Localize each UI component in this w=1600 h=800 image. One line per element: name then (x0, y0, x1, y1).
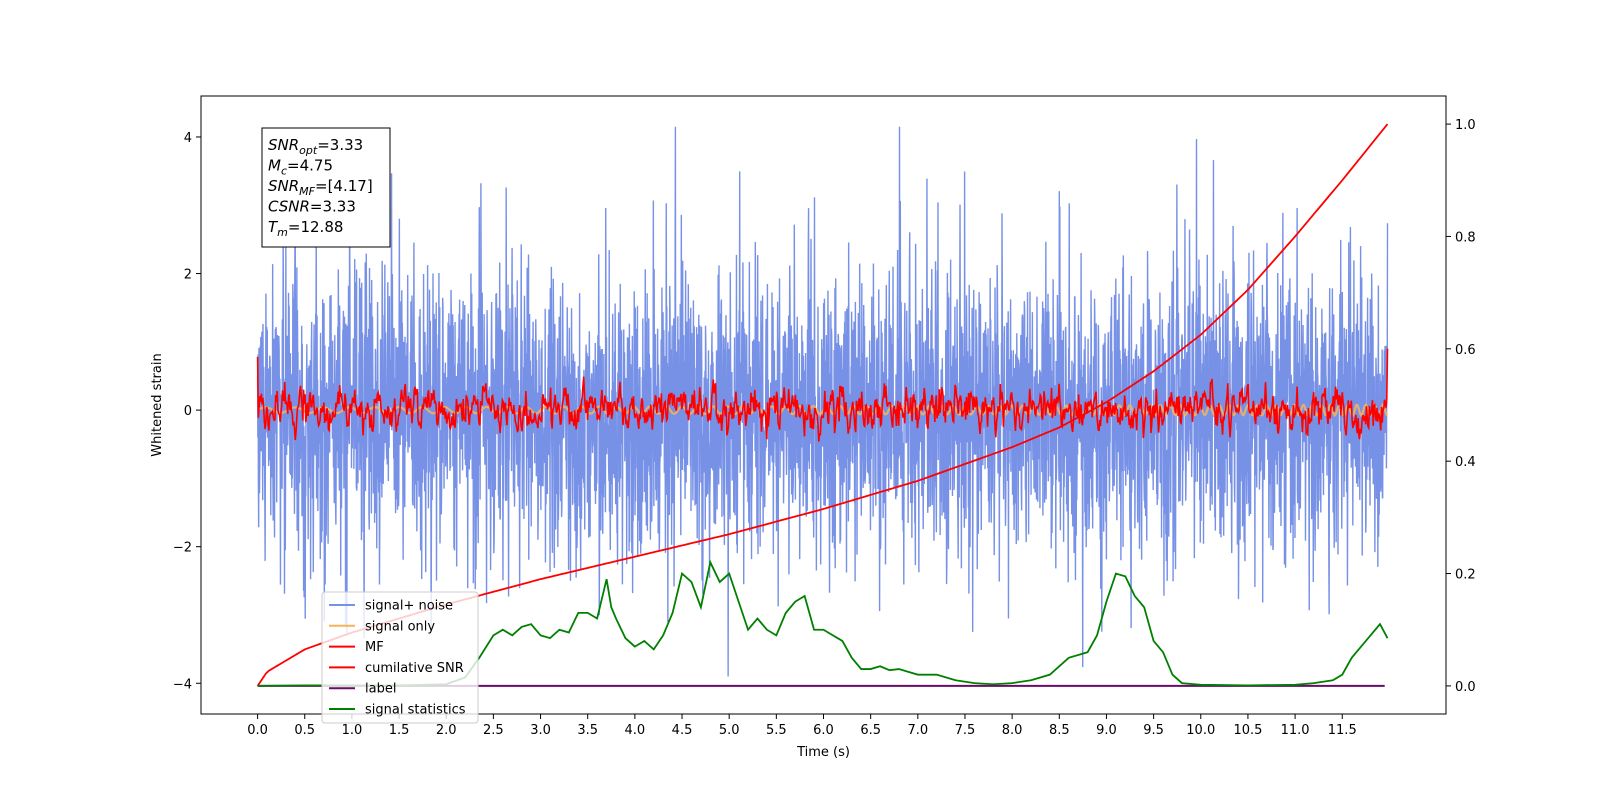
x-tick-label: 9.0 (1096, 723, 1117, 738)
legend: signal+ noise signal only MF cumilative SNR… (321, 591, 479, 724)
series-signal-statistics (257, 559, 1389, 687)
legend-entry-label: cumilative SNR (365, 661, 464, 676)
x-axis-label: Time (s) (796, 745, 850, 760)
x-tick-label: 10.0 (1186, 723, 1215, 738)
y-tick-label-left: 2 (184, 268, 192, 283)
legend-entry-label: MF (365, 640, 384, 655)
info-box-line: Tm=12.88 (268, 218, 343, 239)
x-tick-label: 1.5 (389, 723, 410, 738)
legend-entry-label: signal statistics (365, 703, 466, 718)
y-tick-label-left: 4 (184, 131, 192, 146)
x-tick-label: 11.5 (1328, 723, 1357, 738)
x-tick-label: 3.0 (530, 723, 551, 738)
info-box-line: SNRopt=3.33 (268, 136, 363, 157)
axes: 0.0 0.5 1.0 1.5 2.0 2.5 3.0 3.5 4.0 4.5 5.0 5.5 6.0 6… (150, 95, 1476, 760)
x-tick-label: 10.5 (1233, 723, 1262, 738)
info-box-line: SNRMF=[4.17] (268, 177, 373, 198)
y-tick-label-left: −4 (173, 677, 192, 692)
x-tick-label: 11.0 (1281, 723, 1310, 738)
y-tick-label-right: 0.2 (1455, 568, 1476, 583)
y-tick-label-right: 0.6 (1455, 343, 1476, 358)
legend-frame (321, 591, 479, 724)
y-tick-label-right: 0.4 (1455, 455, 1476, 470)
x-tick-label: 3.5 (577, 723, 598, 738)
y-tick-label-right: 0.8 (1455, 230, 1476, 245)
legend-entry-label: label (365, 682, 396, 697)
y-tick-label-right: 1.0 (1455, 118, 1476, 133)
info-box-frame (261, 127, 391, 248)
series-mf (256, 348, 1389, 442)
x-tick-label: 0.5 (294, 723, 315, 738)
x-tick-label: 5.5 (766, 723, 787, 738)
info-box-line: CSNR=3.33 (268, 198, 356, 216)
x-tick-label: 8.5 (1049, 723, 1070, 738)
y-axis-label: Whitened strain (150, 353, 165, 456)
y-tick-label-right: 0.0 (1455, 680, 1476, 695)
x-tick-label: 2.5 (483, 723, 504, 738)
x-tick-label: 1.0 (342, 723, 363, 738)
legend-entry-label: signal only (365, 619, 435, 634)
x-tick-label: 0.0 (247, 723, 268, 738)
x-tick-label: 7.0 (907, 723, 928, 738)
x-tick-label: 6.0 (813, 723, 834, 738)
x-tick-label: 6.5 (860, 723, 881, 738)
x-tick-label: 5.0 (719, 723, 740, 738)
x-tick-label: 4.0 (625, 723, 646, 738)
y-tick-label-left: −2 (173, 541, 192, 556)
y-tick-label-left: 0 (184, 404, 192, 419)
x-tick-label: 9.5 (1143, 723, 1164, 738)
x-tick-label: 8.0 (1002, 723, 1023, 738)
x-tick-label: 7.5 (955, 723, 976, 738)
series-signal-noise (256, 126, 1389, 677)
legend-entry-label: signal+ noise (365, 599, 453, 614)
x-tick-label: 4.5 (672, 723, 693, 738)
info-box-line: Mc=4.75 (268, 157, 333, 178)
x-tick-label: 2.0 (436, 723, 457, 738)
